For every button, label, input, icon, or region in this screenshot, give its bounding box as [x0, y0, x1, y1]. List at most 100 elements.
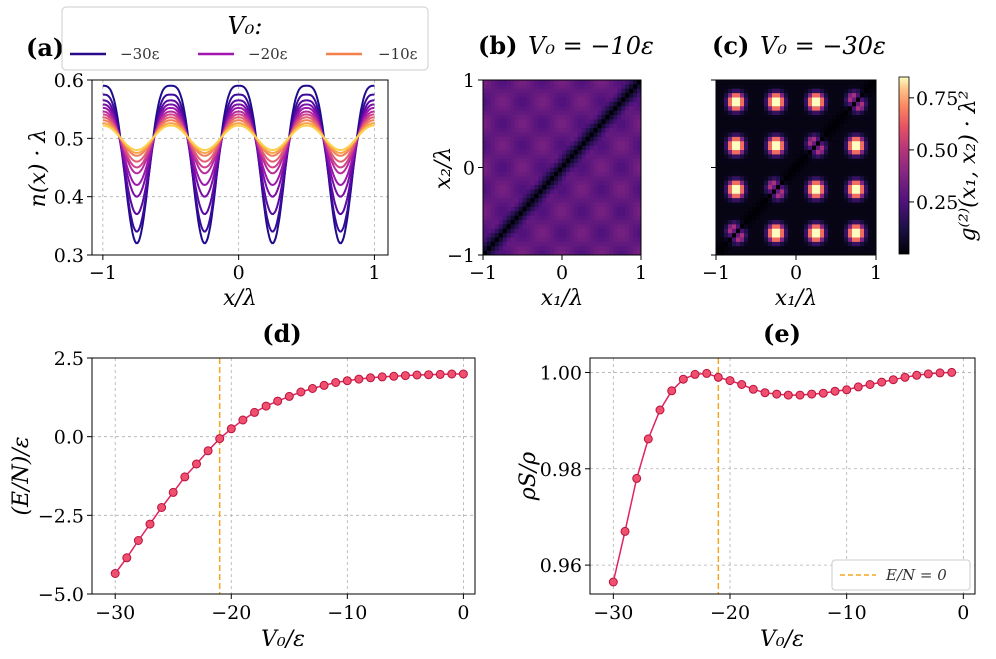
panel-b-cell	[530, 141, 535, 147]
panel-c-cell	[844, 180, 849, 186]
panel-b-cell	[538, 119, 543, 125]
panel-b-cell	[498, 202, 504, 208]
panel-b-cell	[597, 119, 602, 125]
panel-b-cell	[526, 115, 531, 120]
panel-c-cell	[840, 206, 845, 212]
panel-c-cell	[768, 115, 773, 120]
panel-b-cell	[593, 141, 598, 147]
panel-c-cell	[820, 154, 825, 160]
panel-c-cell	[748, 250, 753, 256]
panel-c-cell	[720, 215, 725, 221]
panel-c-cell	[864, 233, 869, 238]
panel-b-cell	[542, 110, 547, 116]
panel-c-cell	[872, 115, 877, 120]
panel-c-cell	[788, 198, 793, 203]
panel-b-cell	[526, 206, 531, 212]
panel-b-cell	[518, 228, 523, 234]
panel-c-cell	[792, 128, 797, 133]
panel-b-cell	[577, 224, 583, 230]
panel-c-cell	[752, 150, 757, 155]
panel-b-cell	[514, 241, 519, 247]
panel-c-cell	[836, 228, 841, 234]
panel-c-cell	[736, 237, 741, 243]
panel-c-cell	[820, 132, 825, 138]
panel-c-cell	[836, 150, 841, 155]
panel-b-cell	[597, 176, 602, 182]
panel-c-cell	[788, 101, 793, 107]
panel-c-cell	[752, 211, 757, 217]
panel-c-cell	[740, 88, 745, 94]
panel-c-cell	[836, 154, 841, 160]
panel-b-cell	[546, 220, 551, 225]
panel-c-cell	[872, 106, 877, 112]
panel-c-cell	[828, 141, 833, 147]
panel-c-cell	[772, 228, 777, 234]
panel-b-cell	[554, 228, 559, 234]
panel-b-cell	[510, 202, 515, 208]
panel-c-cell	[744, 198, 749, 203]
panel-b-cell	[514, 97, 519, 103]
panel-c-cell	[736, 185, 741, 190]
panel-b-cell	[573, 220, 579, 225]
panel-c-cell	[868, 202, 873, 208]
panel-b-cell	[546, 198, 551, 203]
panel-c-cell	[828, 150, 833, 155]
panel-c-cell	[752, 97, 757, 103]
panel-b-cell	[609, 250, 614, 256]
panel-b-cell	[506, 154, 512, 160]
panel-b-cell	[621, 128, 626, 133]
panel-b-cell	[542, 246, 547, 252]
panel-c-cell	[824, 220, 829, 225]
panel-c-cell	[716, 88, 721, 94]
panel-c-cell	[864, 189, 869, 195]
panel-b-cell	[562, 246, 567, 252]
panel-b-cell	[589, 123, 594, 129]
panel-b-cell	[569, 202, 575, 208]
panel-c-cell	[868, 123, 873, 129]
panel-b-cell	[498, 93, 504, 98]
panel-b-cell	[597, 132, 602, 138]
panel-c-cell	[728, 176, 733, 182]
panel-c-cell	[856, 145, 861, 151]
panel-b-cell	[605, 237, 610, 243]
panel-b-cell	[534, 128, 539, 133]
panel-c-cell	[796, 123, 801, 129]
panel-c-cell	[792, 237, 797, 243]
panel-c-cell	[872, 110, 877, 116]
panel-e-series-line	[612, 371, 952, 583]
panel-b-cell	[494, 97, 500, 103]
panel-b-cell	[613, 80, 618, 85]
panel-b-cell	[562, 241, 567, 247]
panel-c-cell	[780, 233, 785, 238]
panel-c-cell	[812, 189, 817, 195]
panel-b-cell	[562, 237, 567, 243]
panel-c-cell	[824, 193, 829, 199]
panel-c-cell	[780, 224, 785, 230]
panel-c-cell	[716, 154, 721, 160]
panel-b-cell	[483, 141, 488, 147]
panel-b-xtick-label: 0	[556, 262, 568, 284]
panel-c-cell	[828, 97, 833, 103]
panel-b-cell	[565, 115, 571, 120]
panel-b-cell	[585, 167, 591, 173]
panel-c-cell	[720, 88, 725, 94]
panel-b-cell	[494, 115, 500, 120]
panel-c-cell	[728, 180, 733, 186]
panel-b-cell	[546, 224, 551, 230]
panel-b-cell	[593, 198, 598, 203]
panel-c-cell	[760, 128, 765, 133]
panel-b-cell	[502, 141, 508, 147]
panel-b-cell	[597, 250, 602, 256]
panel-c-cell	[816, 189, 821, 195]
panel-b-cell	[577, 136, 583, 142]
panel-c-cell	[848, 206, 853, 212]
panel-b-cell	[573, 163, 579, 168]
panel-c-cell	[744, 132, 749, 138]
panel-b-cell	[554, 202, 559, 208]
panel-b-cell	[483, 93, 488, 98]
panel-b-cell	[625, 185, 630, 190]
panel-c-cell	[764, 224, 769, 230]
panel-c-cell	[816, 132, 821, 138]
legend-e: E/N = 0	[831, 559, 971, 591]
panel-c-cell	[720, 233, 725, 238]
